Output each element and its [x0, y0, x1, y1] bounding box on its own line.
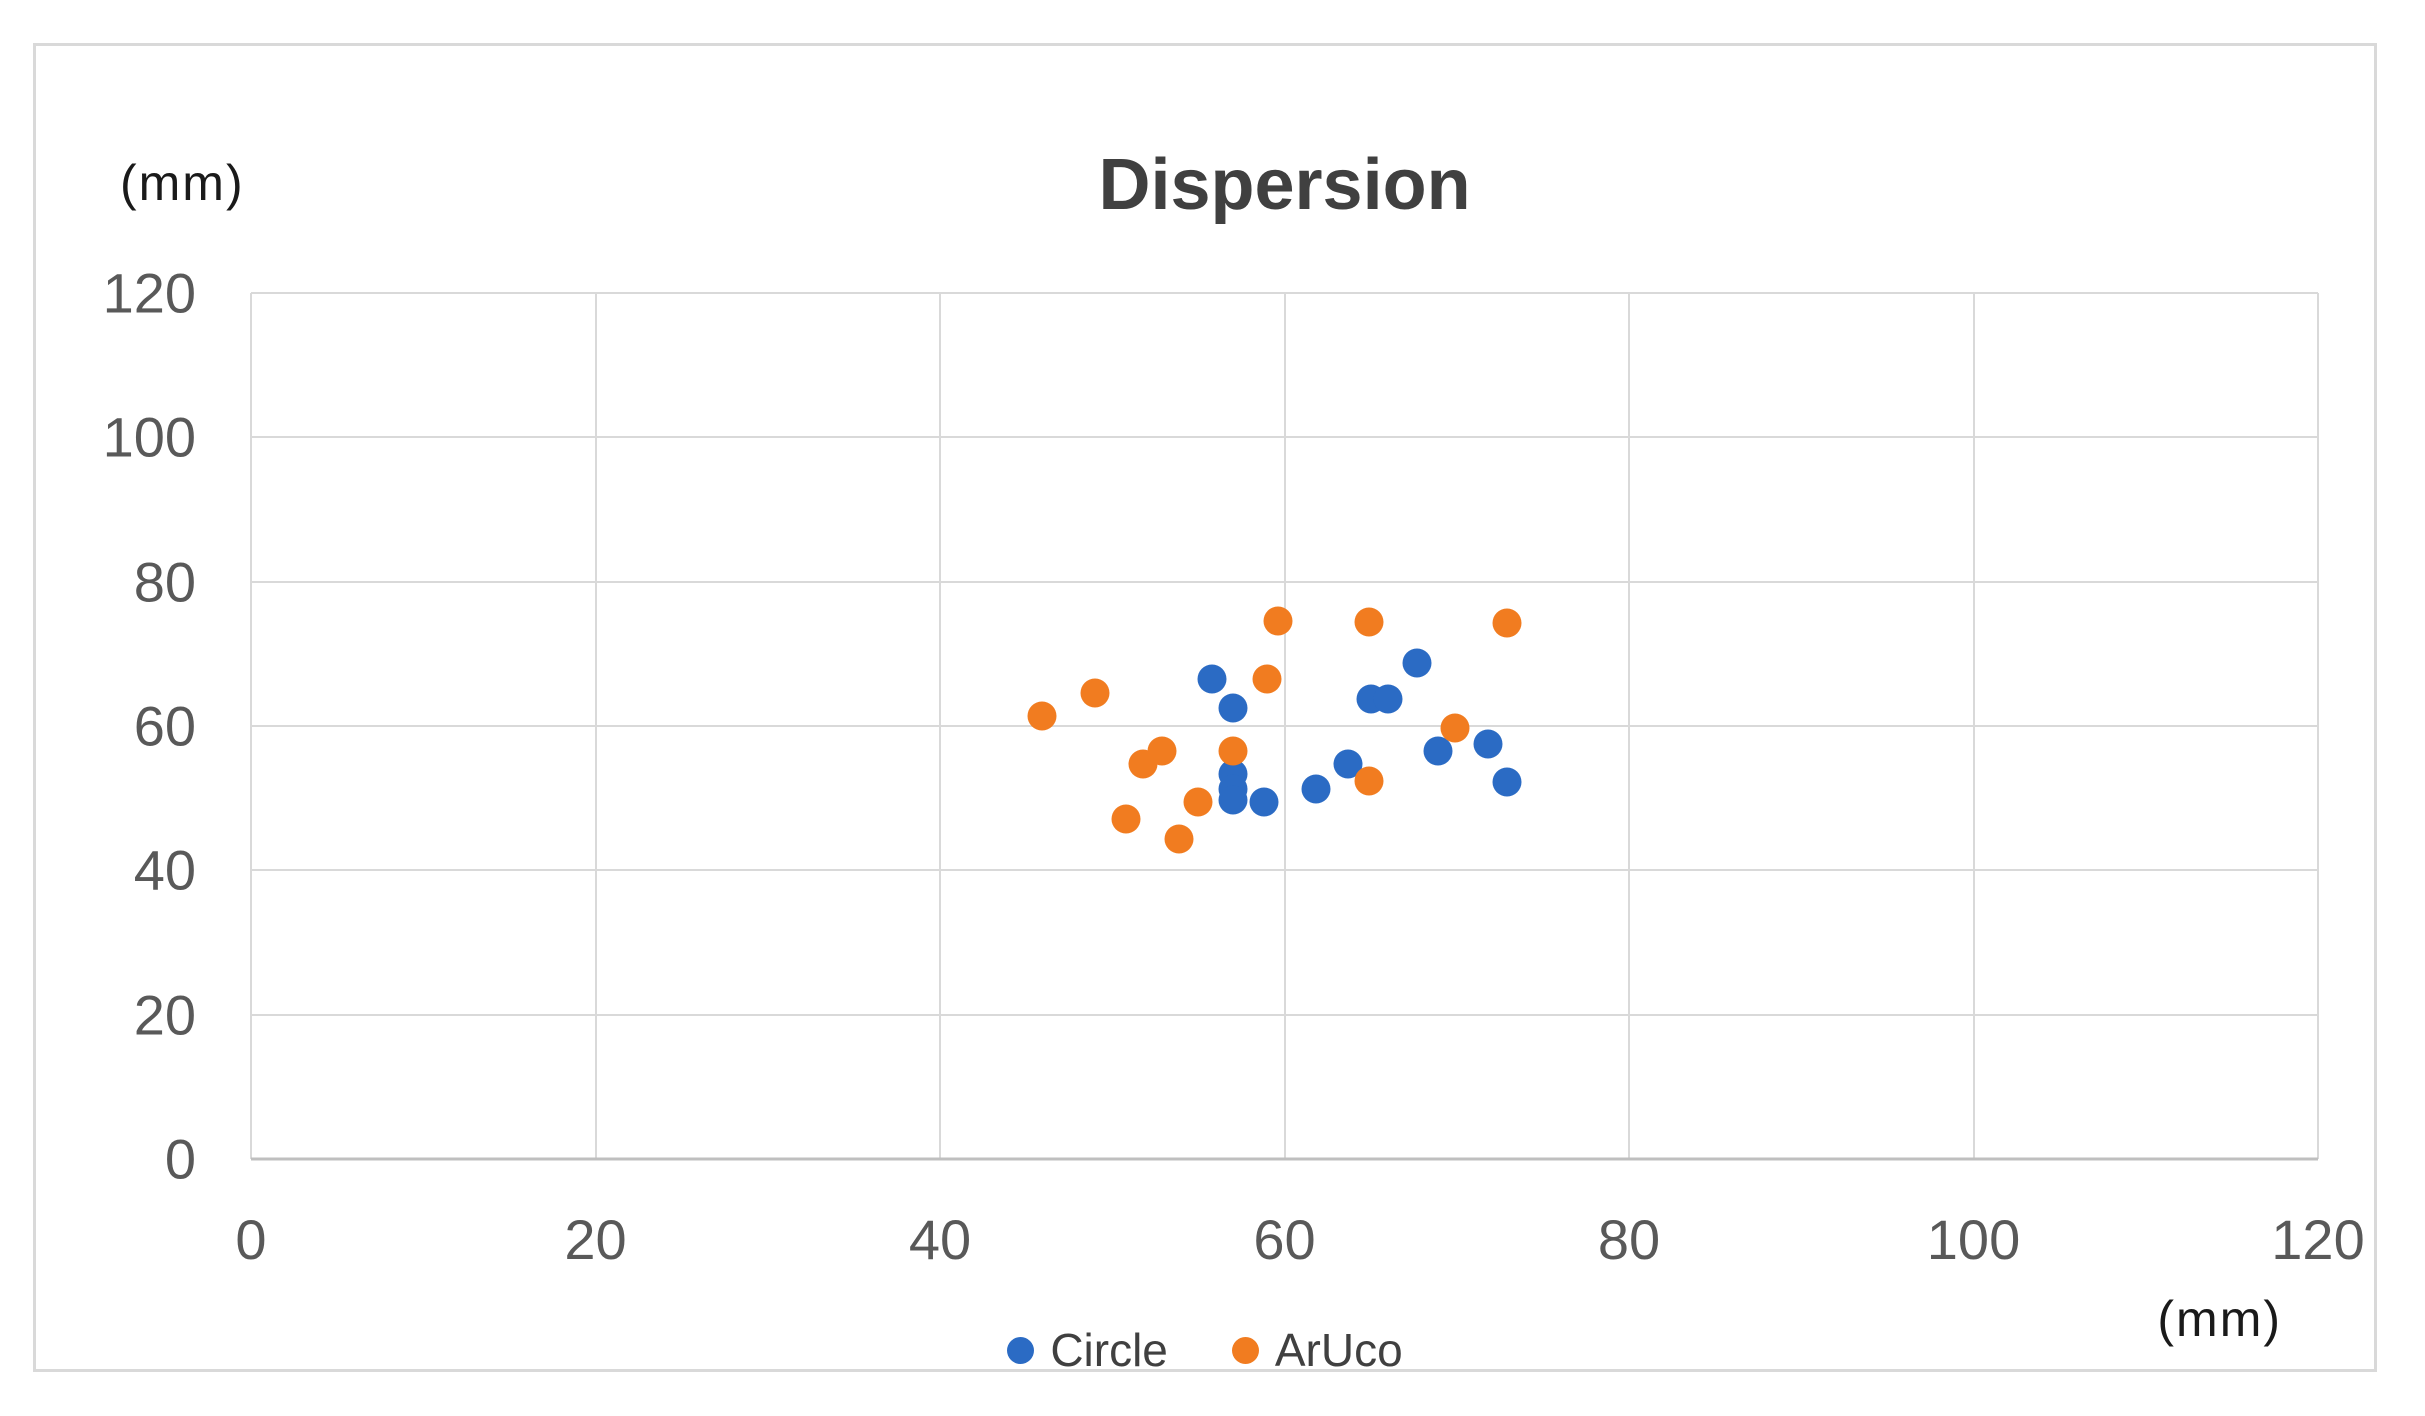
circle-series-marker-icon	[1007, 1336, 1035, 1364]
legend-item-circle: Circle	[1007, 1323, 1168, 1377]
x-tick-label-0: 0	[235, 1208, 267, 1271]
gridline-y-0	[251, 1157, 2318, 1161]
gridline-y-100	[251, 436, 2318, 439]
point-aruco-10	[1263, 606, 1293, 636]
point-circle-11	[1402, 648, 1432, 678]
point-circle-14	[1492, 767, 1522, 797]
x-tick-label-120: 120	[2271, 1208, 2365, 1271]
point-aruco-2	[1080, 678, 1110, 708]
point-aruco-12	[1354, 766, 1384, 796]
x-tick-label-80: 80	[1597, 1208, 1661, 1271]
x-axis-unit-label: (mm)	[2157, 1291, 2282, 1347]
point-aruco-13	[1440, 713, 1470, 743]
y-tick-label-120: 120	[102, 261, 196, 325]
point-aruco-3	[1111, 804, 1141, 834]
gridline-y-20	[251, 1013, 2318, 1016]
point-circle-5	[1218, 785, 1248, 815]
y-tick-label-80: 80	[133, 550, 196, 614]
point-aruco-11	[1354, 607, 1384, 637]
point-aruco-8	[1218, 736, 1248, 766]
y-tick-label-40: 40	[133, 838, 196, 902]
aruco-series-marker-icon	[1231, 1336, 1259, 1364]
point-aruco-14	[1492, 608, 1522, 638]
plot-area: 0 20 40 60 80 100 120 0 20 40 60 80 100 120	[103, 262, 2365, 1272]
point-circle-2	[1218, 693, 1248, 723]
legend: Circle ArUco	[36, 1318, 2374, 1382]
point-aruco-9	[1252, 664, 1282, 694]
x-tick-label-40: 40	[908, 1208, 972, 1271]
point-circle-12	[1423, 736, 1453, 766]
legend-item-aruco: ArUco	[1231, 1323, 1403, 1377]
gridline-y-120	[251, 292, 2318, 294]
x-tick-label-20: 20	[564, 1208, 627, 1271]
point-circle-6	[1249, 787, 1279, 817]
point-aruco-7	[1183, 787, 1213, 817]
y-tick-label-20: 20	[133, 983, 196, 1047]
gridline-y-60	[251, 725, 2318, 727]
legend-label-circle: Circle	[1050, 1324, 1168, 1376]
chart-title: Dispersion	[1098, 145, 1471, 225]
point-aruco-5	[1147, 736, 1177, 766]
point-aruco-1	[1027, 701, 1057, 731]
gridline-y-80	[251, 580, 2318, 583]
point-circle-13	[1473, 729, 1503, 759]
point-circle-1	[1197, 664, 1227, 694]
y-axis-unit-label: (mm)	[120, 155, 245, 211]
point-circle-7	[1301, 774, 1330, 804]
point-circle-10	[1373, 684, 1403, 714]
chart-frame: (mm) Dispersion 0 20 40 60 80 100 120 0 20 40 60 80…	[33, 43, 2377, 1376]
gridline-x-120	[2317, 293, 2319, 1159]
y-tick-label-60: 60	[133, 694, 196, 758]
y-tick-label-0: 0	[164, 1127, 196, 1191]
y-tick-label-100: 100	[102, 405, 196, 469]
point-aruco-6	[1164, 824, 1194, 854]
x-tick-label-60: 60	[1253, 1208, 1316, 1271]
x-tick-label-100: 100	[1926, 1208, 2021, 1271]
gridline-y-40	[251, 869, 2318, 872]
legend-label-aruco: ArUco	[1274, 1324, 1403, 1376]
